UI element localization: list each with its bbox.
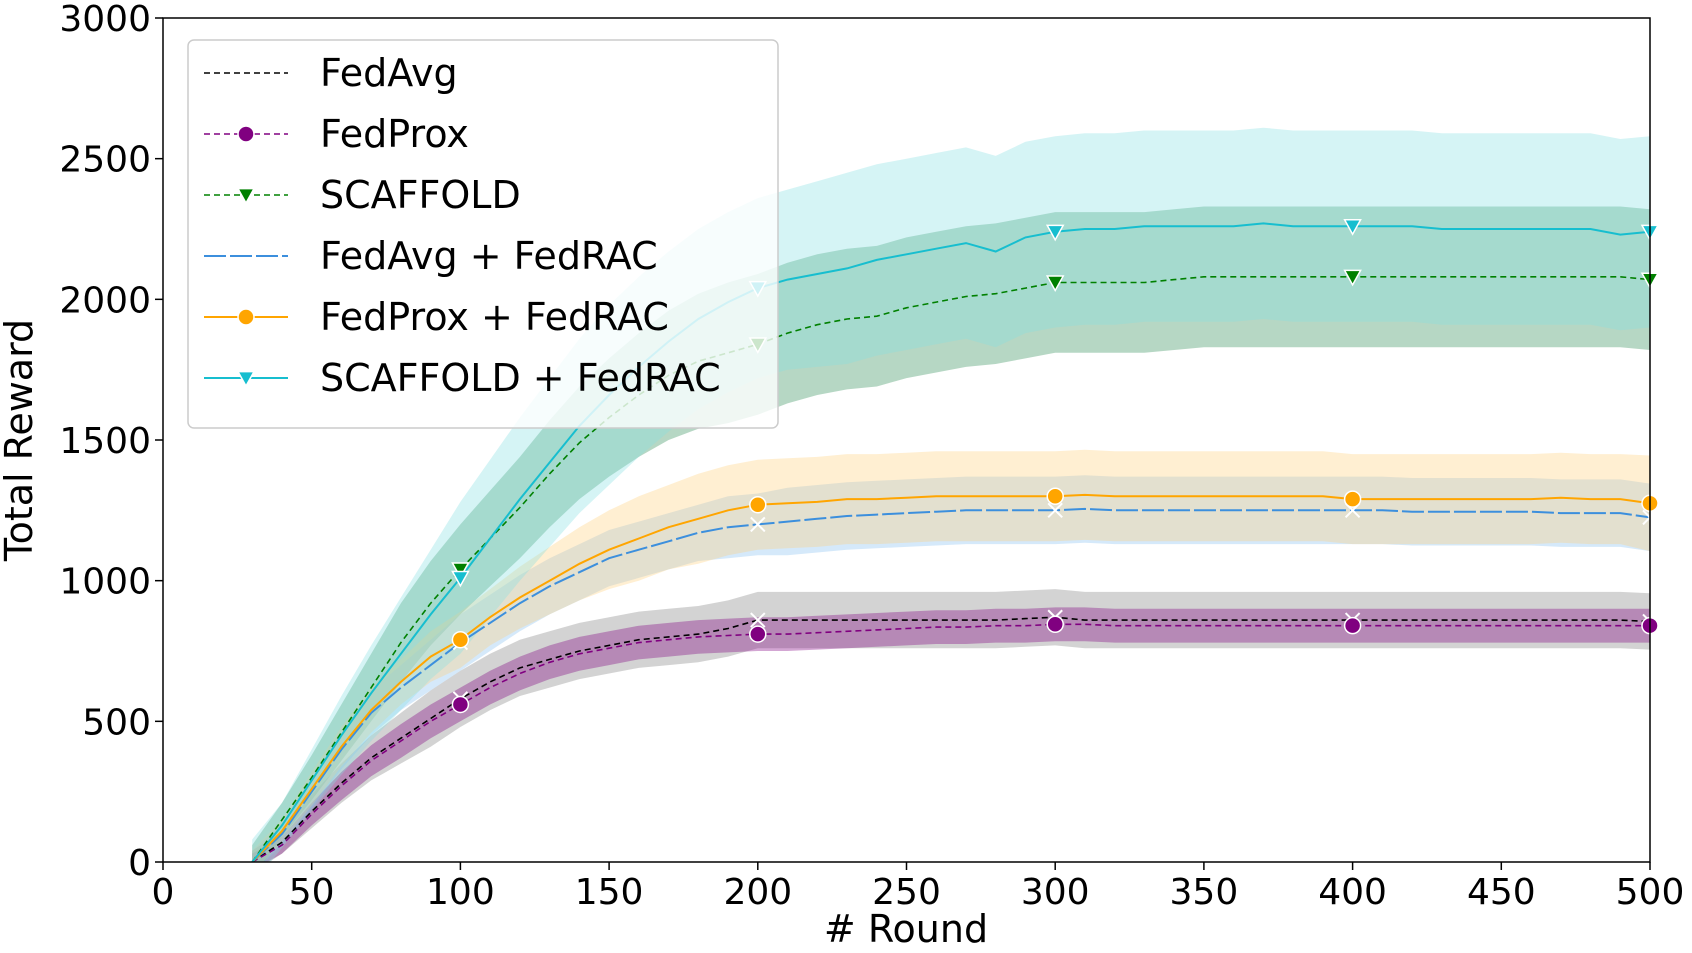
band-3: [252, 475, 1650, 862]
marker-2: [1045, 275, 1065, 292]
band-1: [252, 607, 1650, 862]
marker-5: [1045, 224, 1065, 242]
legend-label: FedProx + FedRAC: [320, 295, 669, 339]
legend-marker: [237, 308, 255, 326]
y-tick-label: 1500: [59, 421, 151, 462]
band-5: [252, 127, 1650, 862]
marker-4: [1343, 490, 1362, 508]
legend-label: FedProx: [320, 112, 469, 156]
y-tick-label: 500: [82, 702, 151, 743]
legend-label: FedAvg: [320, 51, 458, 95]
marker-3: [750, 516, 766, 533]
series-line-4: [251, 493, 1650, 862]
y-axis-label: Total Reward: [0, 319, 41, 562]
x-axis-ticks: 0 50 100 150 200 250 300 350 400 450 500: [152, 862, 1685, 913]
legend-label: SCAFFOLD: [320, 173, 521, 217]
y-tick-label: 0: [128, 843, 151, 884]
x-tick-label: 0: [152, 872, 175, 913]
x-tick-label: 450: [1467, 872, 1536, 913]
x-tick-label: 100: [426, 872, 495, 913]
marker-2: [451, 562, 470, 579]
legend-label: SCAFFOLD + FedRAC: [320, 356, 721, 400]
y-tick-label: 2500: [59, 140, 151, 181]
marker-1: [451, 695, 470, 714]
band-0: [252, 589, 1650, 862]
legend-marker: [237, 125, 255, 143]
marker-4: [749, 495, 767, 514]
x-tick-label: 150: [575, 872, 644, 913]
series-line-1: [251, 623, 1650, 862]
x-tick-label: 400: [1318, 872, 1387, 913]
marker-1: [1343, 616, 1362, 635]
marker-5: [1343, 219, 1362, 236]
x-tick-label: 500: [1616, 872, 1685, 913]
marker-5: [451, 570, 470, 588]
y-tick-label: 1000: [59, 562, 151, 603]
legend-box: [187, 39, 779, 429]
series-line-0: [251, 616, 1650, 862]
marker-2: [1343, 269, 1362, 287]
x-tick-label: 200: [723, 872, 792, 913]
x-axis-label: # Round: [824, 907, 988, 951]
marker-4: [451, 630, 470, 649]
marker-1: [1046, 615, 1064, 634]
series-line-3: [251, 507, 1650, 862]
x-tick-label: 300: [1021, 872, 1090, 913]
x-tick-label: 250: [872, 872, 941, 913]
series-lines: [251, 222, 1650, 862]
legend: FedAvg FedProx SCAFFOLD FedAvg + FedRAC FedP…: [187, 39, 779, 429]
marker-3: [1047, 502, 1063, 519]
x-tick-label: 50: [289, 872, 335, 913]
x-tick-label: 350: [1170, 872, 1239, 913]
legend-marker: [236, 370, 256, 388]
y-tick-label: 3000: [59, 0, 151, 40]
y-axis-ticks: 0 500 1000 1500 2000 2500 3000: [59, 0, 163, 884]
legend-marker: [236, 187, 256, 205]
marker-4: [1046, 487, 1064, 506]
marker-1: [749, 625, 767, 643]
marker-0: [750, 612, 766, 628]
series-line-5: [251, 222, 1650, 862]
legend-label: FedAvg + FedRAC: [320, 234, 658, 278]
y-tick-label: 2000: [59, 280, 151, 321]
